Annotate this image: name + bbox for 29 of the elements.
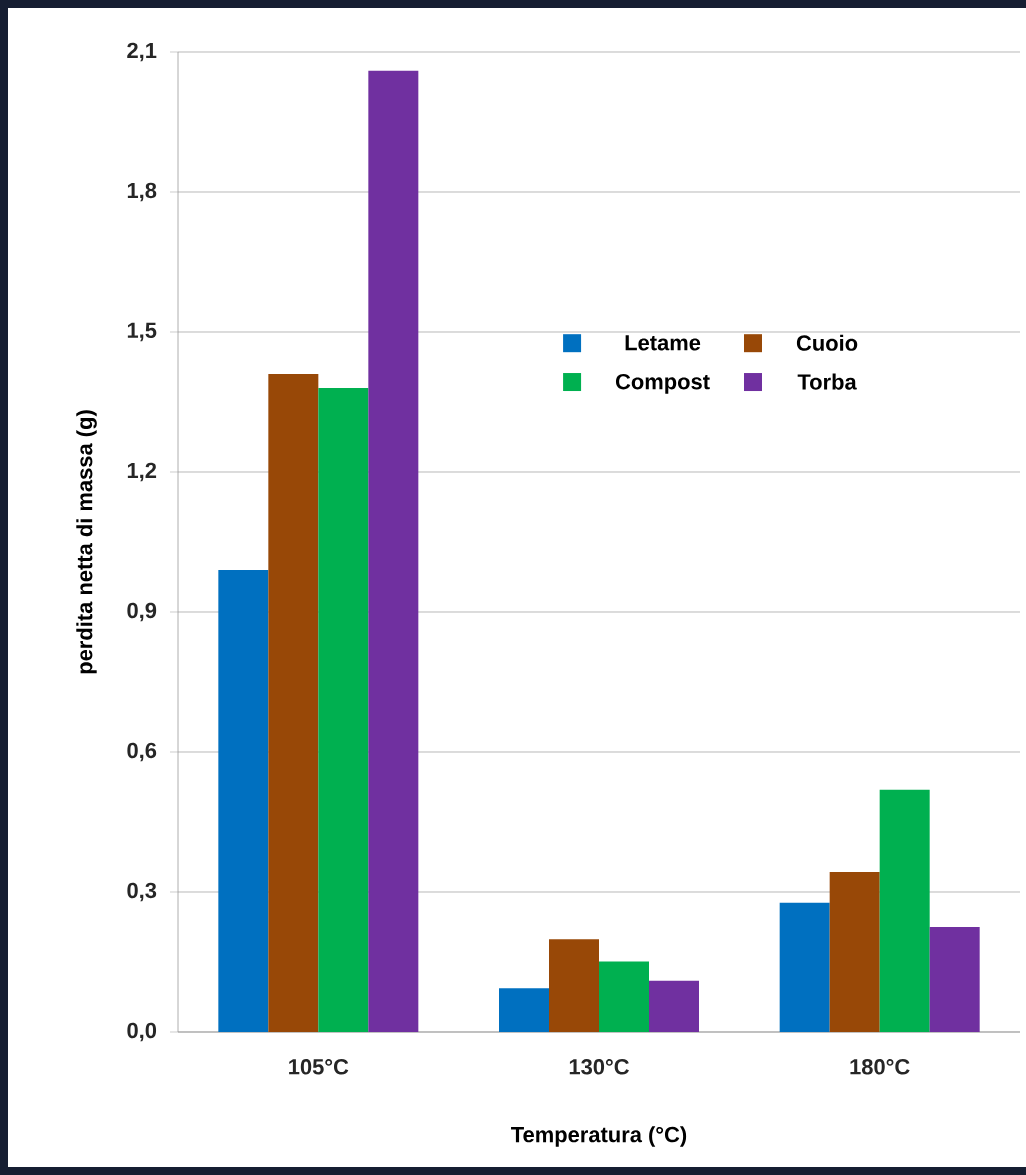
bar: [268, 373, 319, 1032]
x-axis-title: Temperatura (°C): [511, 1126, 687, 1147]
bar: [499, 988, 549, 1032]
y-tick-label: 0,6: [127, 742, 157, 762]
x-tick-label: 180°C: [850, 1059, 910, 1075]
bar: [649, 980, 699, 1032]
legend-label: Letame: [625, 335, 701, 351]
y-tick-label: 1,8: [127, 182, 157, 202]
bar: [218, 569, 269, 1032]
y-tick-label: 2,1: [127, 42, 157, 62]
y-tick-label: 1,2: [127, 462, 157, 482]
x-tick-label: 130°C: [569, 1059, 629, 1075]
y-tick-label: 1,5: [127, 322, 157, 342]
y-tick-label: 0,9: [127, 602, 157, 622]
y-tick-label: 0,0: [127, 1022, 157, 1042]
y-tick-label: 0,3: [127, 882, 157, 902]
x-tick-label: 105°C: [289, 1059, 349, 1075]
bar: [549, 939, 599, 1032]
legend-label: Torba: [797, 373, 857, 390]
bar: [779, 902, 830, 1032]
bar: [929, 927, 980, 1032]
bar: [879, 789, 930, 1032]
y-axis-title: perdita netta di massa (g): [76, 410, 97, 674]
legend-label: Cuoio: [796, 334, 858, 351]
bar: [368, 70, 419, 1032]
bar: [599, 961, 649, 1032]
bar: [829, 871, 880, 1032]
legend-label: Compost: [615, 373, 710, 394]
bar: [318, 387, 369, 1032]
